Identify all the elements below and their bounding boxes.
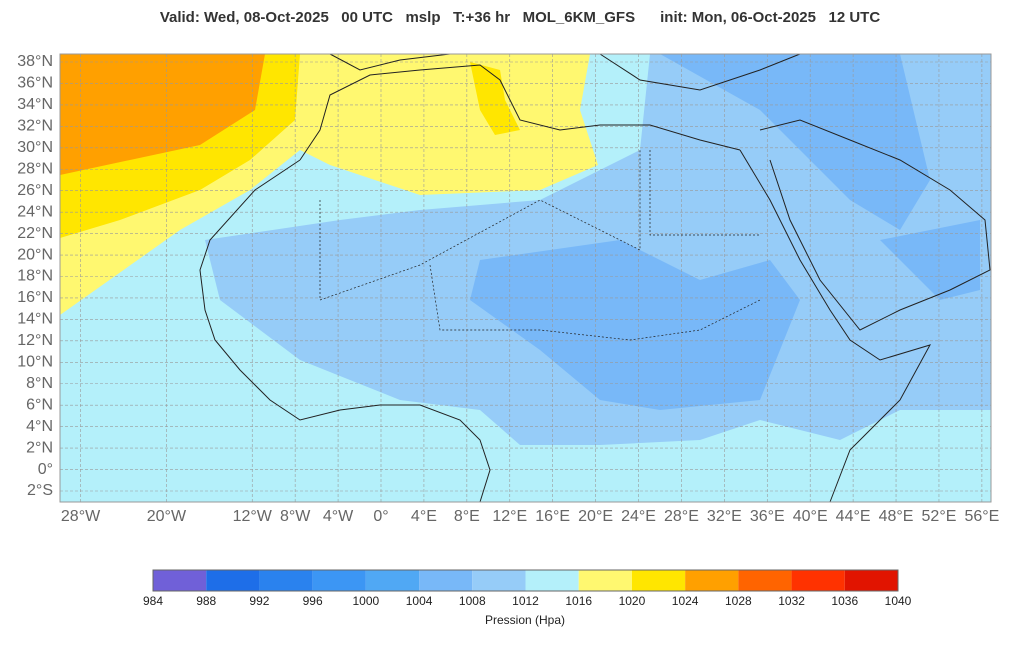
field-1004: [470, 240, 800, 410]
lat-label: 20°N: [17, 246, 53, 263]
colorbar-segment: [419, 570, 473, 591]
colorbar-segment: [153, 570, 207, 591]
colorbar-tick: 1040: [885, 594, 912, 608]
colorbar-tick: 1004: [406, 594, 433, 608]
lat-label: 10°N: [17, 354, 53, 371]
lon-label: 24°E: [621, 508, 656, 525]
colorbar-segment: [685, 570, 739, 591]
pressure-field: [60, 54, 991, 502]
lon-label: 48°E: [879, 508, 914, 525]
lon-label: 36°E: [750, 508, 785, 525]
colorbar-tick: 1000: [353, 594, 380, 608]
lon-label: 28°E: [664, 508, 699, 525]
lon-label: 40°E: [793, 508, 828, 525]
lat-label: 18°N: [17, 268, 53, 285]
lat-label: 6°N: [26, 396, 53, 413]
lon-label: 16°E: [535, 508, 570, 525]
colorbar-tick: 992: [249, 594, 269, 608]
lon-label: 4°E: [411, 508, 437, 525]
lon-label: 8°E: [454, 508, 480, 525]
lat-label: 22°N: [17, 225, 53, 242]
lat-label: 2°S: [27, 482, 53, 499]
lon-label: 56°E: [964, 508, 999, 525]
lat-label: 16°N: [17, 289, 53, 306]
lon-label: 28°W: [61, 508, 101, 525]
colorbar-segment: [259, 570, 313, 591]
coastline: [199, 159, 491, 503]
lat-label: 32°N: [17, 118, 53, 135]
lon-label: 52°E: [922, 508, 957, 525]
colorbar-tick: 988: [196, 594, 216, 608]
lat-label: 4°N: [26, 418, 53, 435]
lon-label: 20°E: [578, 508, 613, 525]
coastline: [329, 53, 451, 71]
coastline: [759, 119, 991, 331]
colorbar-segment: [844, 570, 898, 591]
colorbar-segment: [365, 570, 420, 591]
lon-label: 12°E: [492, 508, 527, 525]
colorbar-label: Pression (Hpa): [485, 613, 565, 627]
border: [649, 150, 760, 236]
coastlines: [199, 53, 991, 503]
lat-label: 12°N: [17, 332, 53, 349]
colorbar-tick: 984: [143, 594, 163, 608]
colorbar-segment: [578, 570, 632, 591]
latitude-labels: 38°N 36°N 34°N 32°N 30°N 28°N 26°N 24°N 22°N 20°N…: [17, 53, 53, 499]
colorbar-tick: 1032: [778, 594, 805, 608]
lat-label: 36°N: [17, 75, 53, 92]
lat-label: 24°N: [17, 203, 53, 220]
colorbar-segment: [525, 570, 579, 591]
lon-label: 20°W: [147, 508, 187, 525]
colorbar-segment: [206, 570, 260, 591]
lat-label: 2°N: [26, 439, 53, 456]
coastline: [299, 64, 741, 161]
colorbar-segment: [738, 570, 792, 591]
colorbar-tick: 1020: [619, 594, 646, 608]
colorbar-tick: 996: [303, 594, 323, 608]
colorbar-tick: 1028: [725, 594, 752, 608]
graticule: [60, 54, 991, 502]
coastline: [599, 53, 801, 91]
colorbar-tick: 1008: [459, 594, 486, 608]
colorbar-tick: 1016: [565, 594, 592, 608]
lat-label: 8°N: [26, 375, 53, 392]
colorbar: Pression (Hpa) 984 988 992 996 1000 1004 1008 1…: [143, 569, 912, 627]
colorbar-tick: 1024: [672, 594, 699, 608]
colorbar-tick: 1036: [831, 594, 858, 608]
lon-label: 32°E: [707, 508, 742, 525]
map-frame: [59, 53, 992, 503]
lon-label: 12°W: [233, 508, 273, 525]
field-1020: [470, 62, 520, 135]
lat-label: 34°N: [17, 96, 53, 113]
colorbar-segment: [472, 570, 526, 591]
lon-label: 0°: [373, 508, 388, 525]
colorbar-segment: [791, 570, 845, 591]
lon-label: 44°E: [836, 508, 871, 525]
field-1004: [880, 220, 980, 300]
lat-label: 30°N: [17, 139, 53, 156]
coastline: [739, 149, 932, 503]
lat-label: 14°N: [17, 311, 53, 328]
lon-label: 4°W: [323, 508, 354, 525]
lon-label: 8°W: [280, 508, 311, 525]
colorbar-frame: [152, 569, 899, 592]
lat-label: 0°: [38, 461, 53, 478]
title: Valid: Wed, 08-Oct-2025 00 UTC mslp T:+3…: [160, 9, 880, 26]
lat-label: 28°N: [17, 160, 53, 177]
colorbar-tick: 1012: [512, 594, 539, 608]
field-1004: [660, 54, 930, 230]
colorbar-segment: [631, 570, 686, 591]
colorbar-segment: [312, 570, 366, 591]
field-1024: [60, 54, 265, 175]
lat-label: 38°N: [17, 53, 53, 70]
longitude-labels: 28°W 20°W 12°W 8°W 4°W 0° 4°E 8°E 12°E 16°E 20°E 24…: [61, 508, 999, 525]
lat-label: 26°N: [17, 182, 53, 199]
